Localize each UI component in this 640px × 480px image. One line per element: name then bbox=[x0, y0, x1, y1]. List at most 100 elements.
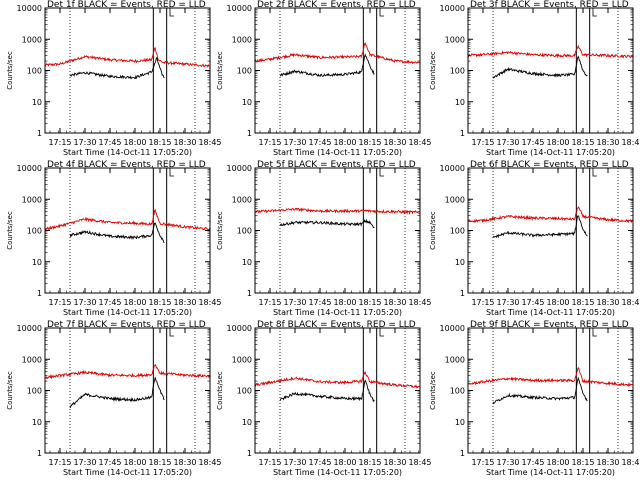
y-tick-label: 10000 bbox=[17, 4, 42, 13]
panel-2: Det 2f BLACK = Events, RED = LLD 1 10 100 10… bbox=[216, 0, 432, 157]
x-tick-label: 17:45 bbox=[308, 458, 331, 467]
x-tick-label: 18:30 bbox=[383, 138, 406, 147]
x-tick-label: 17:45 bbox=[521, 138, 544, 147]
x-tick-label: 18:00 bbox=[546, 458, 569, 467]
y-tick-label: 100 bbox=[237, 67, 252, 76]
x-tick-label: 18:45 bbox=[408, 458, 431, 467]
x-axis-label: Start Time (14-Oct-11 17:05:20) bbox=[63, 148, 192, 157]
x-tick-label: 18:45 bbox=[621, 458, 640, 467]
x-axis-label: Start Time (14-Oct-11 17:05:20) bbox=[63, 468, 192, 477]
x-tick-label: 18:30 bbox=[173, 138, 196, 147]
x-tick-label: 17:15 bbox=[258, 298, 281, 307]
x-tick-label: 18:45 bbox=[198, 458, 221, 467]
x-tick-label: 18:30 bbox=[383, 298, 406, 307]
x-axis-label: Start Time (14-Oct-11 17:05:20) bbox=[273, 308, 402, 317]
bracket-marker bbox=[379, 168, 384, 177]
y-tick-label: 1 bbox=[460, 129, 465, 138]
x-tick-label: 18:00 bbox=[546, 298, 569, 307]
y-axis-label: Counts/sec bbox=[6, 211, 14, 250]
y-tick-label: 10000 bbox=[17, 164, 42, 173]
x-tick-label: 18:15 bbox=[148, 138, 171, 147]
panel-title: Det 4f BLACK = Events, RED = LLD bbox=[47, 160, 206, 170]
series-lld-line bbox=[45, 208, 210, 232]
y-tick-label: 100 bbox=[450, 387, 465, 396]
x-tick-label: 18:30 bbox=[173, 298, 196, 307]
series-lld-line bbox=[254, 42, 420, 65]
panel-9: Det 9f BLACK = Events, RED = LLD 1 10 100 10… bbox=[429, 320, 640, 477]
series-lld-line bbox=[254, 207, 420, 215]
x-tick-label: 18:00 bbox=[333, 138, 356, 147]
x-tick-label: 18:15 bbox=[358, 298, 381, 307]
x-tick-label: 18:15 bbox=[571, 298, 594, 307]
bracket-marker bbox=[169, 8, 174, 17]
x-axis-label: Start Time (14-Oct-11 17:05:20) bbox=[486, 468, 615, 477]
x-tick-label: 18:45 bbox=[408, 138, 431, 147]
x-tick-label: 17:15 bbox=[471, 298, 494, 307]
y-tick-label: 10 bbox=[242, 98, 252, 107]
x-tick-label: 17:30 bbox=[496, 458, 519, 467]
series-lld-line bbox=[254, 371, 420, 389]
y-tick-label: 1 bbox=[460, 449, 465, 458]
panel-6: Det 6f BLACK = Events, RED = LLD 1 10 100 10… bbox=[429, 160, 640, 317]
panel-title: Det 9f BLACK = Events, RED = LLD bbox=[470, 320, 629, 330]
series-lld-line bbox=[467, 206, 633, 224]
y-tick-label: 100 bbox=[450, 67, 465, 76]
y-tick-label: 1000 bbox=[22, 195, 42, 204]
y-tick-label: 1000 bbox=[445, 195, 465, 204]
y-tick-label: 100 bbox=[237, 387, 252, 396]
x-tick-label: 18:45 bbox=[198, 138, 221, 147]
y-tick-label: 10 bbox=[242, 418, 252, 427]
y-axis-label: Counts/sec bbox=[6, 371, 14, 410]
panel-title: Det 1f BLACK = Events, RED = LLD bbox=[47, 0, 206, 10]
bracket-marker bbox=[592, 168, 597, 177]
x-tick-label: 18:00 bbox=[333, 458, 356, 467]
y-tick-label: 10000 bbox=[440, 324, 465, 333]
x-tick-label: 17:15 bbox=[471, 138, 494, 147]
y-axis-label: Counts/sec bbox=[216, 211, 224, 250]
y-tick-label: 1 bbox=[247, 289, 252, 298]
y-tick-label: 100 bbox=[27, 387, 42, 396]
x-tick-label: 17:30 bbox=[73, 138, 96, 147]
panel-1: Det 1f BLACK = Events, RED = LLD 1 10 100 10… bbox=[6, 0, 222, 157]
y-tick-label: 1 bbox=[37, 449, 42, 458]
x-axis-label: Start Time (14-Oct-11 17:05:20) bbox=[486, 308, 615, 317]
y-tick-label: 10000 bbox=[227, 164, 252, 173]
bracket-marker bbox=[169, 168, 174, 177]
panel-title: Det 5f BLACK = Events, RED = LLD bbox=[257, 160, 416, 170]
x-tick-label: 17:15 bbox=[48, 138, 71, 147]
x-tick-label: 17:15 bbox=[48, 298, 71, 307]
y-tick-label: 10 bbox=[32, 418, 42, 427]
x-axis-label: Start Time (14-Oct-11 17:05:20) bbox=[63, 308, 192, 317]
x-tick-label: 18:15 bbox=[358, 458, 381, 467]
x-tick-label: 18:00 bbox=[123, 458, 146, 467]
panel-title: Det 2f BLACK = Events, RED = LLD bbox=[257, 0, 416, 10]
series-lld-line bbox=[44, 364, 210, 380]
x-tick-label: 18:45 bbox=[621, 138, 640, 147]
y-tick-label: 100 bbox=[237, 227, 252, 236]
x-tick-label: 17:45 bbox=[308, 138, 331, 147]
panel-3: Det 3f BLACK = Events, RED = LLD 1 10 100 10… bbox=[429, 0, 640, 157]
x-axis-label: Start Time (14-Oct-11 17:05:20) bbox=[486, 148, 615, 157]
x-tick-label: 17:15 bbox=[258, 138, 281, 147]
panel-title: Det 3f BLACK = Events, RED = LLD bbox=[470, 0, 629, 10]
y-tick-label: 1000 bbox=[232, 35, 252, 44]
x-tick-label: 18:00 bbox=[546, 138, 569, 147]
y-tick-label: 1000 bbox=[232, 195, 252, 204]
y-tick-label: 10000 bbox=[440, 164, 465, 173]
panel-title: Det 7f BLACK = Events, RED = LLD bbox=[47, 320, 206, 330]
y-tick-label: 10 bbox=[455, 98, 465, 107]
series-lld-line bbox=[467, 366, 633, 387]
y-tick-label: 100 bbox=[27, 67, 42, 76]
x-tick-label: 17:30 bbox=[496, 138, 519, 147]
x-tick-label: 18:15 bbox=[148, 458, 171, 467]
panel-title: Det 6f BLACK = Events, RED = LLD bbox=[470, 160, 629, 170]
x-tick-label: 18:15 bbox=[148, 298, 171, 307]
bracket-marker bbox=[592, 328, 597, 337]
y-tick-label: 10000 bbox=[440, 4, 465, 13]
y-axis-label: Counts/sec bbox=[429, 51, 437, 90]
series-events-line bbox=[279, 379, 375, 403]
series-events-line bbox=[69, 222, 165, 244]
x-tick-label: 17:45 bbox=[308, 298, 331, 307]
x-tick-label: 18:30 bbox=[596, 138, 619, 147]
x-tick-label: 17:30 bbox=[73, 298, 96, 307]
